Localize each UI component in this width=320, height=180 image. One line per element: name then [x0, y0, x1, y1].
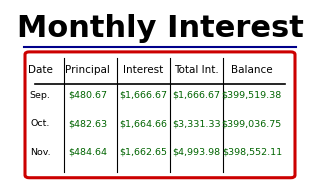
Text: $399,036.75: $399,036.75 — [222, 119, 282, 128]
Text: Interest: Interest — [123, 65, 164, 75]
Text: Monthly Interest: Monthly Interest — [17, 14, 303, 43]
Text: $480.67: $480.67 — [68, 91, 107, 100]
Text: $1,664.66: $1,664.66 — [119, 119, 167, 128]
Text: Total Int.: Total Int. — [174, 65, 219, 75]
Text: $1,662.65: $1,662.65 — [119, 148, 167, 157]
Text: Balance: Balance — [231, 65, 273, 75]
Text: Oct.: Oct. — [31, 119, 50, 128]
Text: $482.63: $482.63 — [68, 119, 107, 128]
Text: $398,552.11: $398,552.11 — [222, 148, 282, 157]
Text: Nov.: Nov. — [30, 148, 51, 157]
Text: Principal: Principal — [65, 65, 110, 75]
Text: Sep.: Sep. — [30, 91, 51, 100]
FancyBboxPatch shape — [25, 52, 295, 178]
Text: $4,993.98: $4,993.98 — [172, 148, 220, 157]
Text: $484.64: $484.64 — [68, 148, 107, 157]
Text: $399,519.38: $399,519.38 — [222, 91, 282, 100]
Text: $1,666.67: $1,666.67 — [172, 91, 220, 100]
Text: $1,666.67: $1,666.67 — [119, 91, 167, 100]
Text: $3,331.33: $3,331.33 — [172, 119, 220, 128]
Text: Date: Date — [28, 65, 53, 75]
